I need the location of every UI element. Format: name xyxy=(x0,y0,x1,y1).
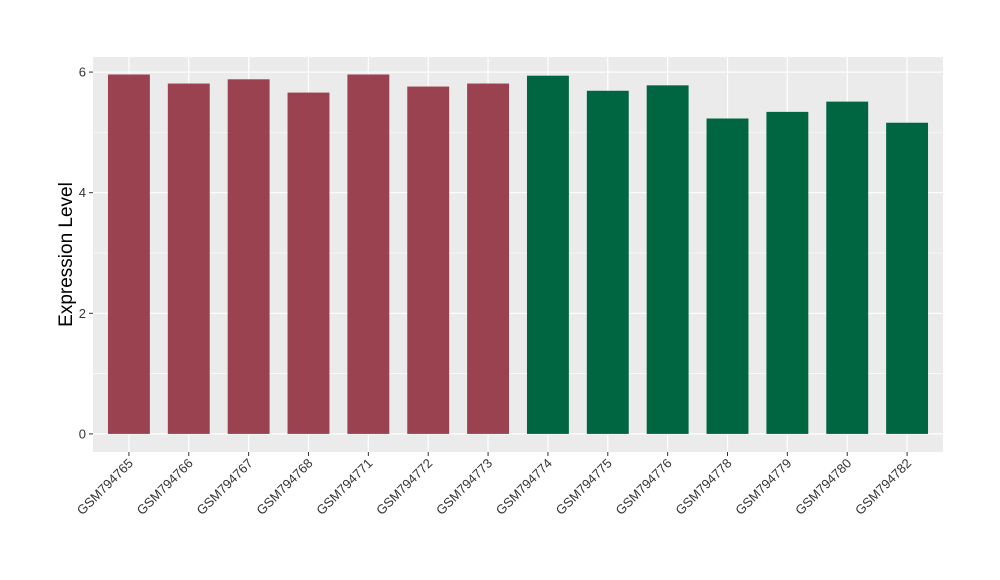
y-tick-label: 4 xyxy=(79,185,86,200)
x-tick-label: GSM794778 xyxy=(672,456,734,518)
x-tick-label: GSM794779 xyxy=(732,456,794,518)
y-axis-title: Expression Level xyxy=(56,182,77,327)
bar-GSM794767 xyxy=(227,79,270,434)
bar-GSM794779 xyxy=(766,111,809,434)
x-tick-label: GSM794782 xyxy=(852,456,914,518)
bar-GSM794776 xyxy=(646,85,689,434)
x-tick-label: GSM794771 xyxy=(313,456,375,518)
x-axis: GSM794765GSM794766GSM794767GSM794768GSM7… xyxy=(74,452,914,518)
x-tick-label: GSM794775 xyxy=(553,456,615,518)
x-tick-label: GSM794773 xyxy=(433,456,495,518)
plot-panel xyxy=(93,57,943,452)
bars xyxy=(107,74,929,434)
x-tick-label: GSM794767 xyxy=(194,456,256,518)
x-tick-label: GSM794776 xyxy=(613,456,675,518)
x-tick-label: GSM794765 xyxy=(74,456,136,518)
bar-GSM794774 xyxy=(526,75,569,434)
x-tick-label: GSM794772 xyxy=(373,456,435,518)
bar-GSM794775 xyxy=(586,90,629,434)
y-tick-label: 6 xyxy=(79,65,86,80)
y-tick-label: 2 xyxy=(79,306,86,321)
x-tick-label: GSM794766 xyxy=(134,456,196,518)
bar-GSM794773 xyxy=(467,83,510,434)
y-axis: 0 2 4 6 xyxy=(79,65,93,441)
bar-GSM794782 xyxy=(886,122,929,434)
x-tick-label: GSM794774 xyxy=(493,456,555,518)
x-tick-label: GSM794768 xyxy=(253,456,315,518)
bar-GSM794772 xyxy=(407,86,450,434)
bar-GSM794780 xyxy=(826,101,869,434)
bar-GSM794768 xyxy=(287,92,330,434)
bar-GSM794771 xyxy=(347,74,390,434)
bar-GSM794766 xyxy=(167,83,210,434)
bar-GSM794778 xyxy=(706,118,749,434)
y-tick-label: 0 xyxy=(79,426,86,441)
bar-GSM794765 xyxy=(107,74,150,434)
x-tick-label: GSM794780 xyxy=(792,456,854,518)
